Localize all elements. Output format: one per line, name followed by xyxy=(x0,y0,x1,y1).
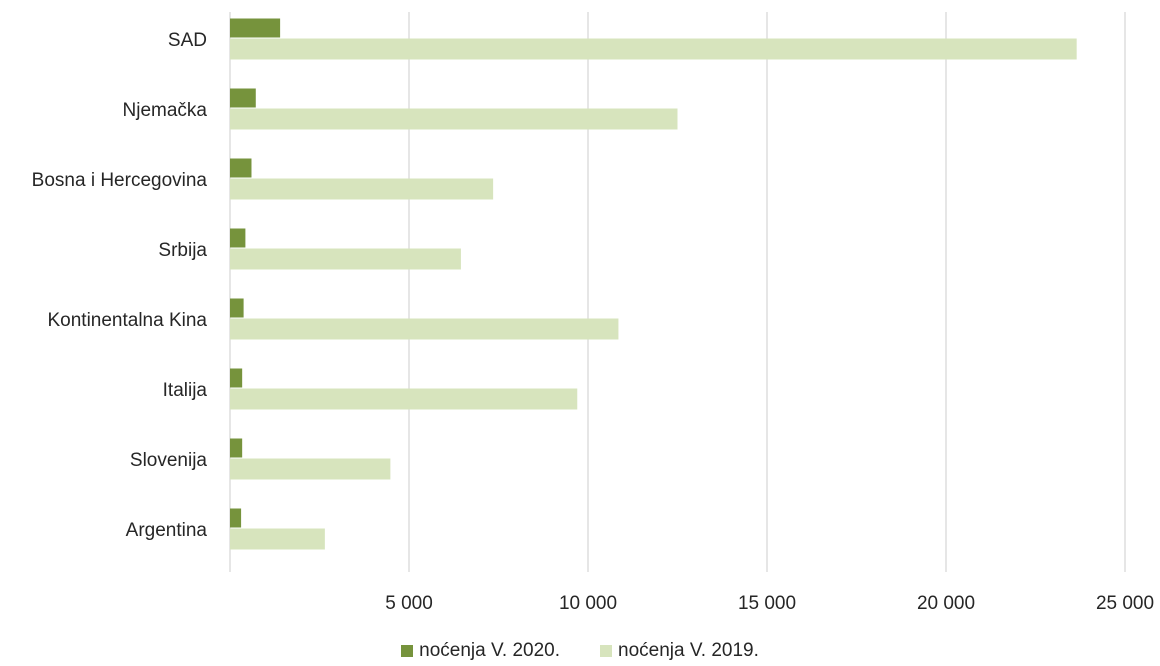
bar-2019-1 xyxy=(230,108,678,130)
bar-2020-5 xyxy=(230,368,243,388)
bar-2020-4 xyxy=(230,298,244,318)
bar-2019-2 xyxy=(230,178,494,200)
x-tick-label: 25 000 xyxy=(1096,593,1154,614)
category-labels: SAD Njemačka Bosna i Hercegovina Srbija Kont… xyxy=(32,30,208,541)
category-label: Bosna i Hercegovina xyxy=(32,170,208,191)
bar-2020-3 xyxy=(230,228,246,248)
bar-2019-6 xyxy=(230,458,391,480)
bar-chart: SAD Njemačka Bosna i Hercegovina Srbija Kont… xyxy=(32,12,1154,614)
bar-2020-1 xyxy=(230,88,256,108)
category-label: SAD xyxy=(168,30,207,51)
category-label: Slovenija xyxy=(130,450,208,471)
legend-swatch-2020 xyxy=(401,645,414,657)
category-label: Argentina xyxy=(126,520,208,541)
x-tick-label: 5 000 xyxy=(385,593,433,614)
bar-2019-7 xyxy=(230,528,325,550)
bar-2019-5 xyxy=(230,388,578,410)
category-label: Srbija xyxy=(158,240,207,261)
bars xyxy=(230,18,1077,550)
gridlines xyxy=(229,12,1126,572)
legend-label-2020: noćenja V. 2020. xyxy=(419,640,560,661)
bar-2020-7 xyxy=(230,508,242,528)
x-tick-labels: 5 000 10 000 15 000 20 000 25 000 xyxy=(385,593,1154,614)
x-tick-label: 15 000 xyxy=(738,593,796,614)
legend-item-2020: noćenja V. 2020. xyxy=(401,640,560,662)
bar-2020-0 xyxy=(230,18,281,38)
legend-item-2019: noćenja V. 2019. xyxy=(600,640,759,662)
x-tick-label: 20 000 xyxy=(917,593,975,614)
legend: noćenja V. 2020. noćenja V. 2019. xyxy=(0,636,1160,666)
bar-2019-0 xyxy=(230,38,1077,60)
bar-2019-4 xyxy=(230,318,619,340)
bar-2020-6 xyxy=(230,438,243,458)
category-label: Njemačka xyxy=(123,100,208,121)
category-label: Italija xyxy=(163,380,208,401)
category-label: Kontinentalna Kina xyxy=(47,310,207,331)
legend-swatch-2019 xyxy=(600,645,612,657)
x-tick-label: 10 000 xyxy=(559,593,617,614)
legend-label-2019: noćenja V. 2019. xyxy=(618,640,759,661)
bar-2019-3 xyxy=(230,248,461,270)
bar-2020-2 xyxy=(230,158,252,178)
